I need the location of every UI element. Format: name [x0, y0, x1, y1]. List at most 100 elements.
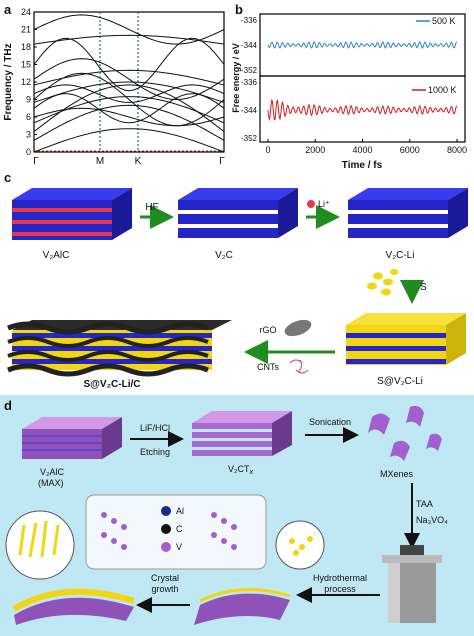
y-tick-label-a: 18: [21, 42, 31, 52]
label-crystal: Crystal: [151, 573, 179, 583]
label-etching: Etching: [140, 447, 170, 457]
y-tick-label-b-bottom: -352: [241, 134, 258, 143]
phonon-band: [33, 58, 225, 101]
x-tick-label-a: M: [96, 156, 104, 167]
phonon-dispersion-chart: Frequency / THz 0 3 6 9 12 15 18 21 24 Γ M K Γ: [3, 7, 225, 167]
synthesis-schematic-c: V₂AlC HF V₂C Li⁺ V₂C-Li S S@V: [7, 188, 468, 390]
x-tick-label-b: 8000: [447, 145, 467, 155]
y-tick-label-b-top: -352: [241, 66, 258, 75]
y-tick-label-b-top: -336: [241, 16, 258, 25]
phonon-bands: [33, 14, 225, 153]
rgo-sheet-icon: [284, 319, 312, 337]
phonon-band: [33, 93, 225, 124]
phonon-band: [33, 104, 225, 141]
x-tick-label-a: Γ: [219, 156, 225, 167]
y-axis-label-a: Frequency / THz: [3, 43, 14, 120]
cnts-icon: [289, 359, 309, 374]
label-mxenes: MXenes: [380, 469, 414, 479]
ticks-b: -336 -344 -352 -336 -344 -352 0 2000 4000 6000 800…: [241, 16, 467, 155]
panel-letter-b: b: [235, 2, 243, 17]
label-s-v2c-li: S@V₂C-Li: [377, 376, 423, 387]
panel-letter-a: a: [4, 2, 12, 17]
x-tick-label-a: Γ: [33, 156, 39, 167]
series-500k: [267, 41, 457, 49]
mxene-flakes-icon: [368, 405, 442, 461]
label-v2c: V₂C: [215, 250, 233, 261]
label-cnts: CNTs: [257, 362, 279, 372]
panel-letter-c: c: [4, 170, 12, 185]
x-tick-label-b: 6000: [400, 145, 420, 155]
label-growth: growth: [151, 584, 178, 594]
y-tick-label-a: 0: [26, 147, 31, 157]
y-tick-label-b-bottom: -336: [241, 78, 258, 87]
phonon-band: [33, 69, 225, 86]
y-axis-label-b: Free energy / eV: [231, 43, 241, 113]
crystal-structure-box: [85, 494, 267, 570]
legend-c-icon: [161, 524, 171, 534]
v2c-li-stack: [348, 188, 468, 238]
y-tick-label-b-top: -344: [241, 41, 258, 50]
y-tick-label-a: 21: [21, 25, 31, 35]
y-tick-label-a: 9: [26, 95, 31, 105]
phonon-band: [33, 81, 225, 103]
label-rgo: rGO: [260, 325, 277, 335]
max-phase-block: [22, 417, 122, 459]
synthesis-schematic-d: V₂AlC (MAX) LiF/HCl Etching V₂CTx Sonica…: [5, 405, 448, 625]
panel-letter-d: d: [4, 398, 12, 413]
label-v2alc: V₂AlC: [43, 250, 70, 261]
legend-c: C: [176, 524, 183, 534]
label-lif-hcl: LiF/HCl: [140, 423, 170, 433]
legend-500k: 500 K: [432, 16, 456, 26]
label-na3vo4: Na₃VO₄: [416, 515, 448, 525]
x-axis-label-b: Time / fs: [342, 160, 383, 170]
label-li-plus: Li⁺: [318, 199, 330, 209]
sulfur-particles-icon: [367, 269, 398, 296]
phonon-band: [33, 84, 225, 132]
label-s: S: [420, 282, 427, 293]
v2c-stack: [178, 188, 298, 238]
label-taa: TAA: [416, 499, 433, 509]
zoom-circle-grown: [5, 510, 75, 580]
label-hf: HF: [145, 202, 158, 213]
y-tick-label-a: 15: [21, 60, 31, 70]
series-1000k: [267, 98, 457, 122]
y-tick-label-a: 3: [26, 130, 31, 140]
label-v2ctx: V₂CTx: [228, 464, 254, 476]
y-tick-label-a: 12: [21, 77, 31, 87]
x-tick-label-b: 2000: [305, 145, 325, 155]
phonon-band: [33, 128, 225, 153]
li-ion-icon: [307, 200, 315, 208]
nucleated-sheet: [194, 588, 291, 625]
phonon-band: [33, 72, 225, 127]
y-tick-label-a: 6: [26, 112, 31, 122]
atom-lattice-left: [101, 512, 127, 550]
label-max: (MAX): [38, 478, 64, 488]
label-hydrothermal: Hydrothermal: [313, 573, 367, 583]
y-tick-label-a: 24: [21, 7, 31, 17]
x-tick-label-b: 0: [265, 145, 270, 155]
phonon-band: [33, 107, 225, 127]
label-s-v2c-li-c: S@V₂C-Li/C: [84, 379, 141, 390]
legend-al-icon: [161, 506, 171, 516]
s-v2c-li-c-composite: [7, 320, 232, 377]
x-tick-label-a: K: [135, 156, 142, 167]
phonon-band: [33, 14, 225, 45]
phonon-band: [33, 34, 225, 45]
label-sonication: Sonication: [309, 417, 351, 427]
s-v2c-li-stack: [346, 313, 466, 365]
v2alc-stack: [12, 188, 132, 240]
legend-1000k: 1000 K: [428, 85, 457, 95]
label-v2c-li: V₂C-Li: [386, 250, 415, 261]
free-energy-chart: Free energy / eV Time / fs -336 -344 -352 -…: [231, 13, 467, 170]
y-tick-label-b-bottom: -344: [241, 106, 258, 115]
autoclave-icon: [382, 545, 442, 623]
grown-sheet: [12, 588, 135, 625]
legend-v: V: [176, 542, 182, 552]
legend-al: Al: [176, 506, 184, 516]
v2ctx-block: [192, 411, 292, 456]
phonon-band: [33, 37, 225, 92]
legend-v-icon: [161, 542, 171, 552]
label-process: process: [324, 584, 356, 594]
label-v2alc-max: V₂AlC: [40, 467, 64, 477]
